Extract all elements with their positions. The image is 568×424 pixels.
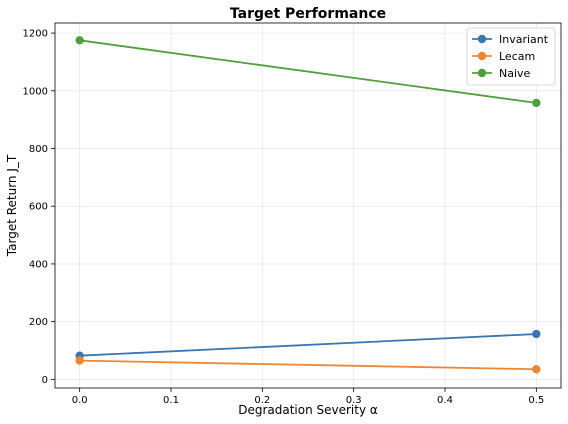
series-invariant <box>75 329 541 360</box>
legend-swatch-marker <box>477 51 487 61</box>
x-axis-label: Degradation Severity α <box>238 403 378 417</box>
data-point-naive <box>532 98 541 108</box>
legend-item-naive: Naive <box>472 67 531 80</box>
chart-title: Target Performance <box>230 6 386 22</box>
y-tick-label: 200 <box>29 317 48 328</box>
legend-box <box>466 27 556 86</box>
x-tick-label: 0.2 <box>254 395 270 406</box>
y-tick-label: 800 <box>29 144 48 155</box>
data-point-lecam <box>532 365 541 374</box>
x-axis: 0.0 0.1 0.2 0.3 0.4 0.5 <box>72 388 544 406</box>
series-layer <box>75 36 541 374</box>
x-tick-label: 0.4 <box>437 395 453 406</box>
legend-item-invariant: Invariant <box>472 33 549 46</box>
y-tick-label: 1200 <box>23 29 48 40</box>
y-tick-label: 0 <box>42 375 48 386</box>
legend-swatch-marker <box>477 34 487 44</box>
data-point-lecam <box>75 356 84 365</box>
series-line-naive <box>79 39 537 104</box>
legend-label: Naive <box>499 67 531 80</box>
data-point-invariant <box>532 329 541 339</box>
x-tick-label: 0.1 <box>163 395 179 406</box>
y-axis-label: Target Return J_T <box>5 154 19 257</box>
x-tick-label: 0.5 <box>528 395 544 406</box>
y-tick-label: 1000 <box>23 86 48 97</box>
legend-swatch-marker <box>477 68 487 78</box>
y-axis: 0 200 400 600 800 1000 1200 <box>23 29 55 386</box>
series-naive <box>75 36 541 108</box>
y-tick-label: 400 <box>29 259 48 270</box>
series-line-invariant <box>79 333 537 357</box>
x-tick-label: 0.0 <box>72 395 88 406</box>
legend: Invariant Lecam Naive <box>466 27 556 86</box>
data-point-naive <box>75 36 84 45</box>
y-tick-label: 600 <box>29 202 48 213</box>
legend-label: Lecam <box>499 50 535 63</box>
series-lecam <box>75 356 541 374</box>
x-tick-label: 0.3 <box>346 395 362 406</box>
plot-frame <box>54 22 562 389</box>
legend-item-lecam: Lecam <box>472 50 535 63</box>
series-line-lecam <box>79 359 537 371</box>
legend-label: Invariant <box>499 33 549 46</box>
